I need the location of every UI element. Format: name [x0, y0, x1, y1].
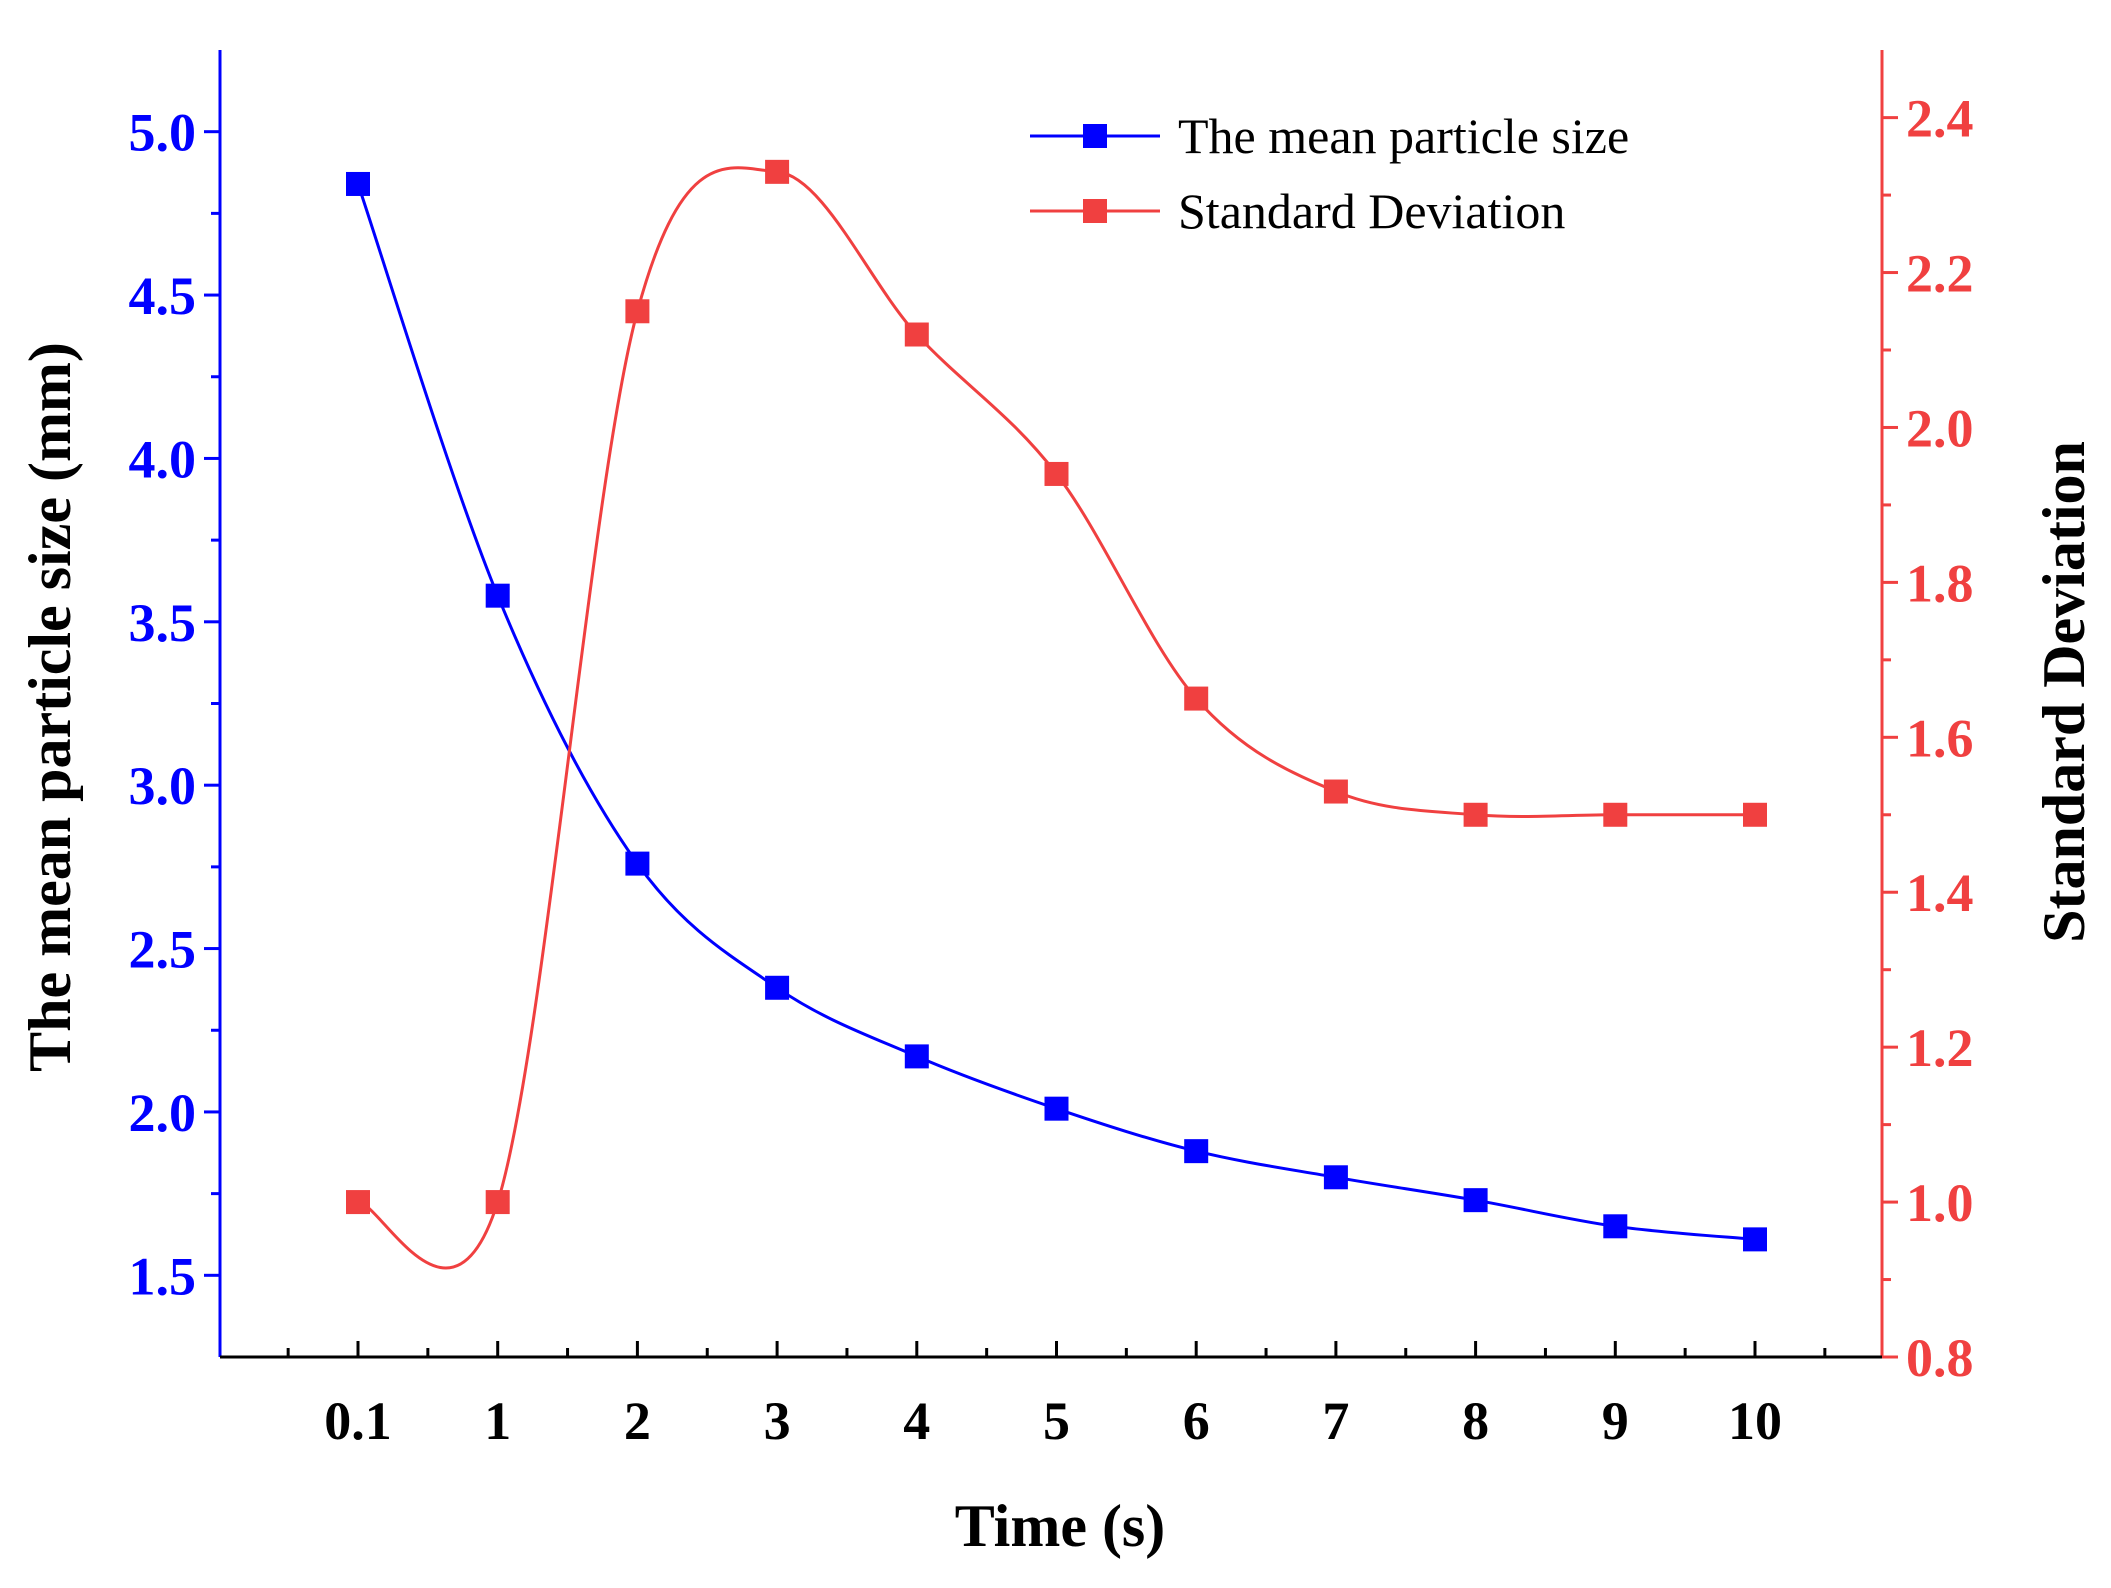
- data-point-std-dev: [346, 1190, 370, 1215]
- right-y-tick-label: 2.4: [1906, 89, 1974, 149]
- data-point-std-dev: [1184, 686, 1209, 711]
- right-y-tick-label: 1.0: [1906, 1173, 1974, 1233]
- data-point-mean-size: [625, 851, 650, 876]
- data-point-mean-size: [1463, 1188, 1488, 1213]
- plot-area: [346, 159, 1767, 1270]
- tick-labels: 1.5 2.0 2.5 3.0 3.5 4.0 4.5 5.0 0.8 1.0 1.2 1.4 1.6 1…: [129, 89, 1974, 1451]
- data-point-mean-size: [904, 1044, 929, 1069]
- right-y-tick-label: 0.8: [1906, 1328, 1974, 1388]
- data-point-mean-size: [1044, 1096, 1069, 1121]
- data-point-std-dev: [1463, 802, 1488, 827]
- x-tick-label: 6: [1183, 1391, 1210, 1451]
- left-y-axis-title: The mean particle size (mm): [17, 342, 83, 1072]
- left-y-tick-label: 3.5: [129, 593, 197, 653]
- left-y-tick-label: 2.0: [129, 1083, 197, 1143]
- legend: The mean particle size Standard Deviatio…: [1030, 108, 1629, 239]
- data-point-mean-size: [765, 975, 790, 1000]
- x-axis-title: Time (s): [955, 1493, 1166, 1559]
- series-line-mean-size: [356, 183, 1756, 1241]
- left-y-tick-label: 3.0: [129, 756, 197, 816]
- x-tick-label: 10: [1728, 1391, 1782, 1451]
- left-y-tick-label: 4.0: [129, 429, 197, 489]
- x-tick-label: 9: [1602, 1391, 1629, 1451]
- data-point-std-dev: [904, 322, 929, 347]
- data-point-std-dev: [485, 1190, 510, 1215]
- data-point-std-dev: [625, 299, 650, 324]
- x-tick-label: 1: [484, 1391, 511, 1451]
- data-point-mean-size: [1323, 1165, 1348, 1190]
- right-y-tick-label: 1.2: [1906, 1018, 1974, 1078]
- data-point-mean-size: [1603, 1214, 1628, 1239]
- data-point-std-dev: [1743, 802, 1767, 827]
- axes: [204, 50, 1898, 1359]
- left-y-tick-label: 5.0: [129, 103, 197, 163]
- left-y-tick-label: 1.5: [129, 1246, 197, 1306]
- right-y-tick-label: 1.6: [1906, 708, 1974, 768]
- x-tick-label: 5: [1043, 1391, 1070, 1451]
- legend-label-std-dev: Standard Deviation: [1178, 183, 1565, 239]
- data-point-std-dev: [1323, 779, 1348, 804]
- x-tick-label: 7: [1322, 1391, 1349, 1451]
- left-y-tick-label: 4.5: [129, 266, 197, 326]
- data-point-mean-size: [485, 583, 510, 608]
- data-point-std-dev: [1603, 802, 1628, 827]
- data-point-mean-size: [1743, 1227, 1767, 1252]
- right-y-axis-title: Standard Deviation: [2031, 441, 2097, 943]
- x-tick-label: 3: [764, 1391, 791, 1451]
- data-point-mean-size: [346, 171, 370, 196]
- left-y-tick-label: 2.5: [129, 920, 197, 980]
- x-tick-label: 2: [624, 1391, 651, 1451]
- data-point-mean-size: [1184, 1139, 1209, 1164]
- legend-swatch-mean-size-marker: [1083, 124, 1107, 148]
- x-tick-label: 0.1: [324, 1391, 392, 1451]
- legend-label-mean-size: The mean particle size: [1178, 108, 1629, 164]
- data-point-std-dev: [1044, 461, 1069, 486]
- right-y-tick-label: 1.8: [1906, 553, 1974, 613]
- legend-swatch-std-dev-marker: [1083, 199, 1107, 223]
- x-tick-label: 8: [1462, 1391, 1489, 1451]
- right-y-tick-label: 1.4: [1906, 863, 1974, 923]
- right-y-tick-label: 2.0: [1906, 398, 1974, 458]
- right-y-tick-label: 2.2: [1906, 244, 1974, 304]
- x-tick-label: 4: [903, 1391, 930, 1451]
- data-point-std-dev: [765, 159, 790, 184]
